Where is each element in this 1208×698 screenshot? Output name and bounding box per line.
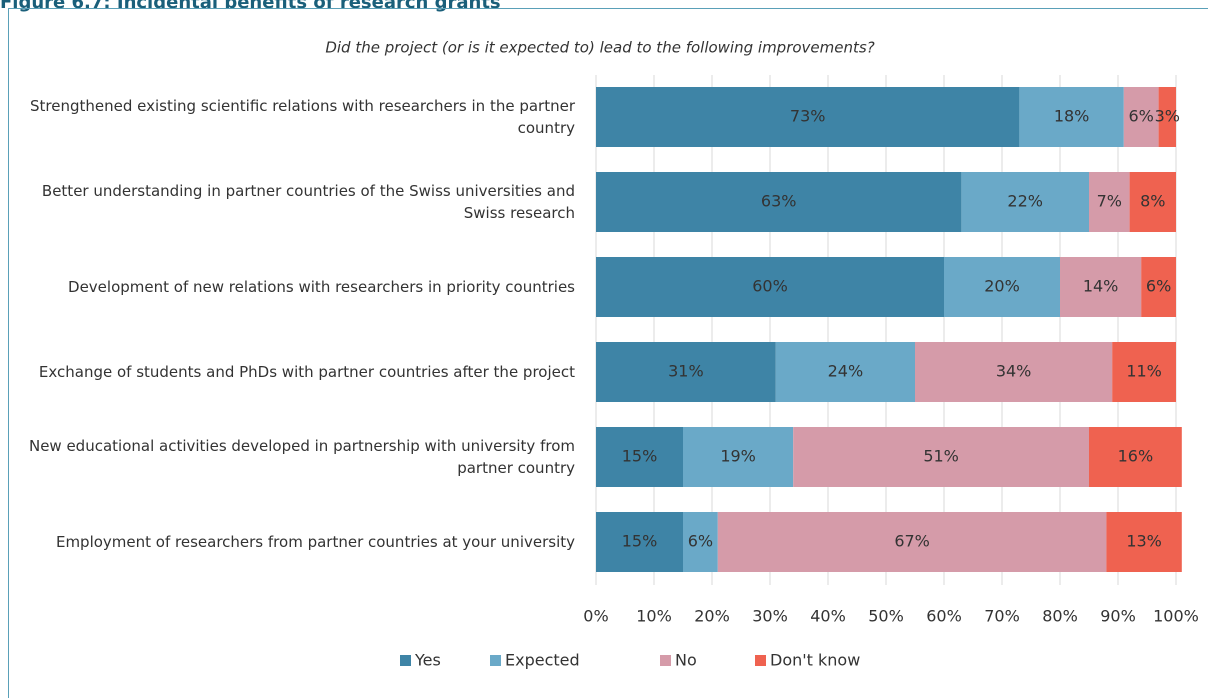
bar-segment <box>596 342 776 402</box>
bar-segment <box>1158 87 1176 147</box>
x-tick-label: 90% <box>1100 607 1136 626</box>
category-label: Development of new relations with resear… <box>68 278 575 296</box>
data-label: 18% <box>1054 107 1090 126</box>
legend-label: Yes <box>414 651 441 670</box>
legend-marker <box>400 655 411 666</box>
data-label: 20% <box>984 277 1020 296</box>
x-tick-label: 100% <box>1153 607 1199 626</box>
data-label: 73% <box>790 107 826 126</box>
bar-segment <box>1112 342 1176 402</box>
bar-segment <box>596 427 683 487</box>
x-tick-label: 80% <box>1042 607 1078 626</box>
data-label: 51% <box>923 447 959 466</box>
legend-label: No <box>675 651 697 670</box>
data-label: 63% <box>761 192 797 211</box>
bar-segment <box>683 427 794 487</box>
data-label: 31% <box>668 362 704 381</box>
data-label: 60% <box>752 277 788 296</box>
bar-segment <box>596 172 962 232</box>
data-label: 22% <box>1007 192 1043 211</box>
legend-label: Expected <box>505 651 580 670</box>
data-label: 34% <box>996 362 1032 381</box>
legend-marker <box>755 655 766 666</box>
data-label: 15% <box>622 532 658 551</box>
frame <box>8 8 1208 698</box>
x-tick-label: 20% <box>694 607 730 626</box>
bar-segment <box>596 257 944 317</box>
bar-segment <box>1089 172 1130 232</box>
x-tick-label: 30% <box>752 607 788 626</box>
figure-title: Figure 6.7: Incidental benefits of resea… <box>0 0 501 13</box>
bar-segment <box>1141 257 1176 317</box>
data-label: 67% <box>894 532 930 551</box>
bar-segment <box>1019 87 1124 147</box>
x-tick-label: 10% <box>636 607 672 626</box>
data-label: 7% <box>1097 192 1122 211</box>
bar-segment <box>596 512 683 572</box>
category-label: New educational activities developed in … <box>28 437 575 477</box>
legend-marker <box>490 655 501 666</box>
category-label: Employment of researchers from partner c… <box>55 533 575 551</box>
bar-segment <box>944 257 1060 317</box>
bar-segment <box>683 512 718 572</box>
data-label: 14% <box>1083 277 1119 296</box>
data-label: 6% <box>1129 107 1154 126</box>
bar-segment <box>1129 172 1176 232</box>
bar-segment <box>596 87 1020 147</box>
category-label: Strengthened existing scientific relatio… <box>30 97 575 137</box>
bar-segment <box>915 342 1113 402</box>
bar-segment <box>1123 87 1159 147</box>
legend-label: Don't know <box>770 651 860 670</box>
x-tick-label: 60% <box>926 607 962 626</box>
data-label: 6% <box>688 532 713 551</box>
category-label: Better understanding in partner countrie… <box>41 182 575 222</box>
x-tick-label: 0% <box>583 607 608 626</box>
bar-segment <box>961 172 1089 232</box>
data-label: 3% <box>1155 107 1180 126</box>
subtitle: Did the project (or is it expected to) l… <box>325 39 874 57</box>
data-label: 8% <box>1140 192 1165 211</box>
data-label: 11% <box>1126 362 1162 381</box>
bar-segment <box>717 512 1107 572</box>
x-tick-label: 40% <box>810 607 846 626</box>
legend-marker <box>660 655 671 666</box>
x-tick-label: 50% <box>868 607 904 626</box>
data-label: 16% <box>1118 447 1154 466</box>
data-label: 15% <box>622 447 658 466</box>
data-label: 13% <box>1126 532 1162 551</box>
data-label: 6% <box>1146 277 1171 296</box>
bar-segment <box>1060 257 1142 317</box>
bar-segment <box>775 342 915 402</box>
bar-segment <box>793 427 1089 487</box>
data-label: 19% <box>720 447 756 466</box>
category-label: Exchange of students and PhDs with partn… <box>38 363 575 381</box>
x-tick-label: 70% <box>984 607 1020 626</box>
bar-segment <box>1106 512 1182 572</box>
bar-segment <box>1089 427 1182 487</box>
data-label: 24% <box>828 362 864 381</box>
